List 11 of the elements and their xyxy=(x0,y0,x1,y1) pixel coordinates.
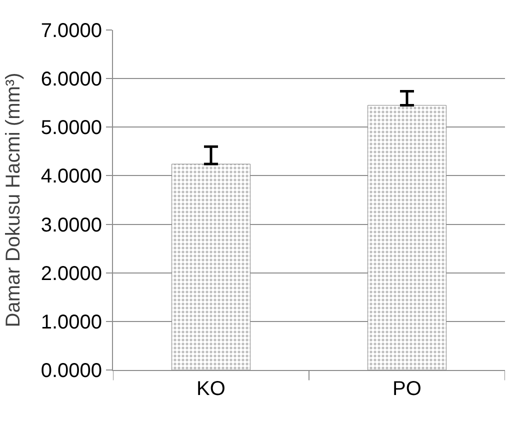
y-axis-title: Damar Dokusu Hacmi (mm³) xyxy=(2,72,24,328)
y-tick-label: 2.0000 xyxy=(40,262,102,285)
y-tick-label: 5.0000 xyxy=(40,117,102,140)
y-tick-label: 4.0000 xyxy=(40,166,102,188)
y-tick-label: 1.0000 xyxy=(40,311,102,334)
x-tick-label: PO xyxy=(392,378,422,400)
y-tick-label: 0.0000 xyxy=(40,360,102,382)
x-tick-label: KO xyxy=(196,378,226,400)
y-tick-label: 7.0000 xyxy=(40,20,102,42)
y-tick-label: 3.0000 xyxy=(40,214,102,236)
y-tick-label: 6.0000 xyxy=(40,68,102,91)
